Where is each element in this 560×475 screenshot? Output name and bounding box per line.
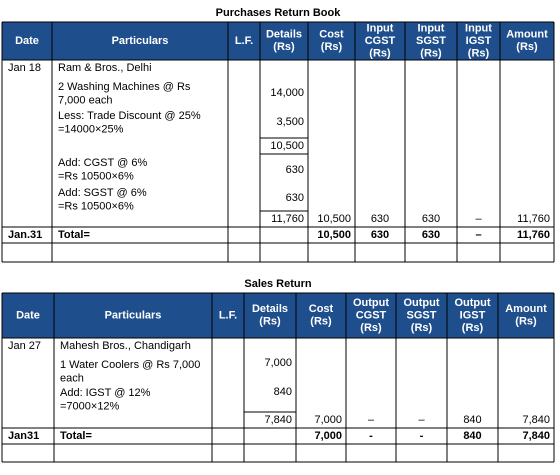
- column-header: Date: [16, 309, 40, 321]
- particulars: Less: Trade Discount @ 25%: [58, 110, 201, 122]
- particulars: each: [60, 372, 84, 384]
- column-header: (Rs): [273, 41, 295, 53]
- column-header: Input: [418, 22, 445, 34]
- column-header: (Rs): [420, 47, 442, 59]
- cell-text: –: [418, 414, 425, 426]
- column-header: Particulars: [112, 35, 169, 47]
- particulars: Add: IGST @ 12%: [60, 387, 151, 399]
- particulars: =14000×25%: [58, 123, 124, 135]
- cell-text: 11,760: [517, 213, 550, 225]
- cell-text: Total=: [60, 430, 92, 442]
- particulars: =Rs 10500×6%: [58, 170, 134, 182]
- particulars: =7000×12%: [60, 400, 120, 412]
- particulars: Mahesh Bros., Chandigarh: [60, 340, 191, 352]
- column-header: IGST: [466, 35, 492, 47]
- cell-text: 10,500: [270, 140, 304, 152]
- cell-text: 14,000: [270, 87, 304, 99]
- cell-text: -: [420, 430, 424, 442]
- column-header: SGST: [416, 35, 446, 47]
- cell-text: –: [475, 213, 482, 225]
- column-header: Details: [266, 29, 302, 41]
- cell-text: 7,840: [522, 430, 550, 442]
- column-header: (Rs): [516, 41, 538, 53]
- cell-text: 7,840: [522, 414, 550, 426]
- cell-text: 840: [274, 386, 292, 398]
- cell-text: 7,840: [264, 414, 292, 426]
- column-header: (Rs): [411, 322, 433, 334]
- column-header: L.F.: [219, 309, 237, 321]
- particulars: Add: SGST @ 6%: [58, 187, 147, 199]
- column-header: (Rs): [369, 47, 391, 59]
- cell-text: 630: [422, 229, 440, 241]
- particulars: 7,000 each: [58, 94, 112, 106]
- table-title: Sales Return: [244, 278, 312, 290]
- column-header: (Rs): [321, 41, 343, 53]
- column-header: Cost: [309, 303, 334, 315]
- cell-text: 630: [286, 192, 304, 204]
- table-title: Purchases Return Book: [216, 7, 342, 19]
- column-header: Output: [454, 297, 490, 309]
- cell-text: Jan31: [8, 430, 39, 442]
- column-header: (Rs): [360, 322, 382, 334]
- cell-text: 7,000: [314, 430, 342, 442]
- column-header: L.F.: [235, 35, 253, 47]
- column-header: Input: [465, 22, 492, 34]
- header-bg: [2, 293, 554, 338]
- column-header: Input: [367, 22, 394, 34]
- cell-text: 840: [463, 430, 481, 442]
- cell-text: 7,000: [314, 414, 342, 426]
- column-header: (Rs): [468, 47, 490, 59]
- column-header: Amount: [506, 29, 548, 41]
- particulars: 1 Water Coolers @ Rs 7,000: [60, 359, 200, 371]
- entry-date: Jan 27: [8, 340, 41, 352]
- cell-text: 11,760: [517, 229, 550, 241]
- cell-text: 11,760: [271, 213, 304, 225]
- column-header: CGST: [365, 35, 396, 47]
- column-header: (Rs): [310, 316, 332, 328]
- cell-text: Jan.31: [8, 229, 42, 241]
- cell-text: 10,500: [317, 213, 351, 225]
- cell-text: 630: [371, 229, 389, 241]
- column-header: SGST: [407, 309, 437, 321]
- cell-text: 10,500: [317, 229, 351, 241]
- column-header: IGST: [460, 309, 486, 321]
- column-header: Date: [15, 35, 39, 47]
- column-header: CGST: [356, 309, 387, 321]
- cell-text: –: [475, 229, 481, 241]
- column-header: (Rs): [259, 316, 281, 328]
- column-header: Amount: [505, 303, 547, 315]
- column-header: Particulars: [105, 309, 162, 321]
- cell-text: –: [368, 414, 375, 426]
- cell-text: -: [369, 430, 373, 442]
- cell-text: 840: [463, 414, 481, 426]
- particulars: Ram & Bros., Delhi: [58, 62, 152, 74]
- cell-text: 630: [371, 213, 389, 225]
- column-header: Output: [403, 297, 439, 309]
- particulars: =Rs 10500×6%: [58, 200, 134, 212]
- particulars: Add: CGST @ 6%: [58, 157, 147, 169]
- header-bg: [2, 22, 554, 60]
- column-header: Output: [353, 297, 389, 309]
- column-header: (Rs): [515, 316, 537, 328]
- cell-text: 630: [422, 213, 440, 225]
- cell-text: 630: [286, 164, 304, 176]
- column-header: (Rs): [462, 322, 484, 334]
- cell-text: Total=: [58, 229, 90, 241]
- cell-text: 7,000: [264, 357, 292, 369]
- cell-text: 3,500: [276, 116, 304, 128]
- particulars: 2 Washing Machines @ Rs: [58, 81, 191, 93]
- column-header: Details: [252, 303, 288, 315]
- column-header: Cost: [319, 29, 344, 41]
- entry-date: Jan 18: [8, 62, 41, 74]
